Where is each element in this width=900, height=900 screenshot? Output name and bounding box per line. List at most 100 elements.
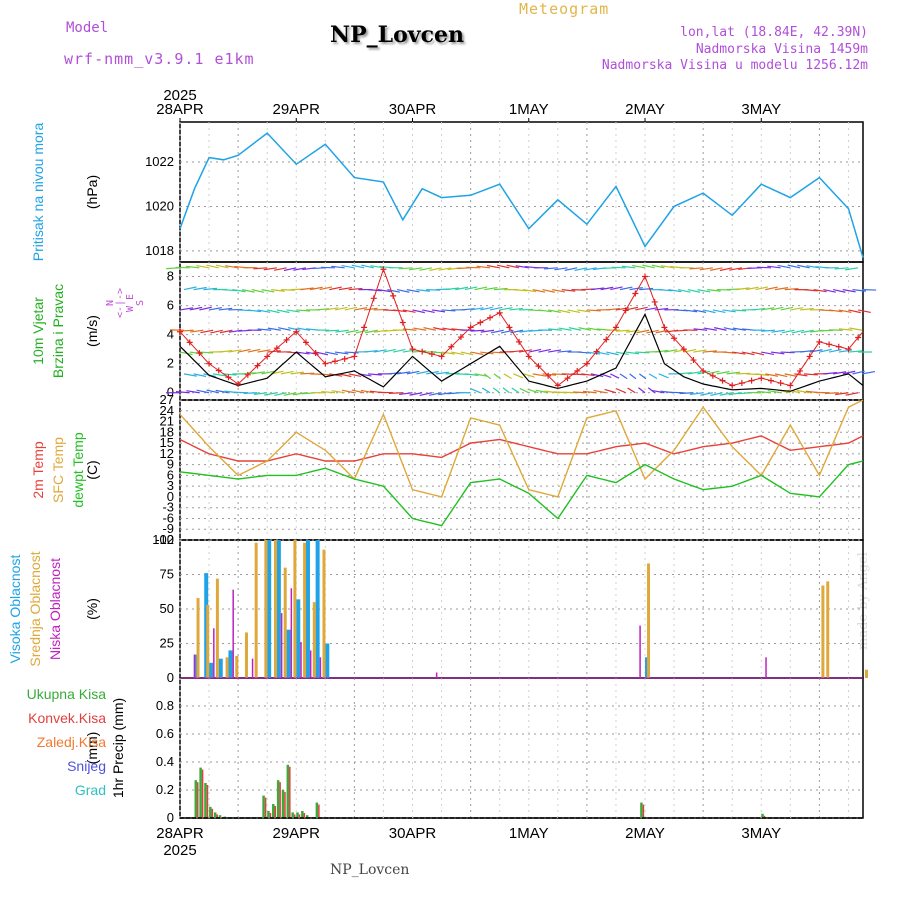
wind-gust-marker bbox=[651, 298, 658, 305]
wind-arrow bbox=[474, 373, 488, 377]
wind-arrow bbox=[283, 392, 297, 396]
wind-arrow bbox=[419, 392, 433, 397]
wind-arrow bbox=[325, 329, 340, 332]
wind-arrow bbox=[218, 350, 233, 353]
wind-gust-marker bbox=[196, 350, 203, 357]
wind-arrow bbox=[196, 264, 210, 269]
wind-arrow bbox=[183, 286, 197, 291]
wind-arrow bbox=[586, 309, 601, 312]
wind-speed-line bbox=[179, 312, 864, 392]
wind-arrow bbox=[422, 309, 435, 314]
wind-arrow bbox=[581, 373, 595, 377]
wind-arrow bbox=[528, 348, 542, 353]
wind-label-line1: 10m Vjetar bbox=[30, 297, 46, 365]
wind-gust-marker bbox=[835, 343, 842, 350]
wind-arrow bbox=[228, 349, 242, 353]
wind-arrow bbox=[433, 327, 446, 331]
wind-gust-marker bbox=[235, 381, 242, 388]
cloud-bar bbox=[305, 540, 310, 678]
wind-arrow bbox=[544, 267, 558, 270]
wind-gust-marker bbox=[603, 336, 610, 343]
y-tick-label: 25 bbox=[160, 636, 174, 651]
wind-arrow bbox=[325, 307, 339, 311]
wind-arrow bbox=[441, 351, 455, 355]
wind-arrow bbox=[278, 327, 291, 331]
precip-legend-label: Snijeg bbox=[67, 758, 106, 774]
y-tick-label: 1022 bbox=[145, 154, 174, 169]
wind-arrow bbox=[647, 387, 656, 394]
wind-arrow bbox=[522, 373, 535, 378]
wind-arrow bbox=[838, 309, 852, 313]
wind-arrow bbox=[208, 307, 222, 311]
wind-arrow bbox=[354, 307, 368, 311]
sfc-temp-line bbox=[179, 399, 864, 498]
precip-conv-bar bbox=[763, 815, 766, 818]
precip-conv-bar bbox=[201, 769, 204, 818]
wind-arrow bbox=[257, 328, 272, 331]
wind-arrow bbox=[334, 351, 349, 355]
y-tick-label: 12 bbox=[160, 446, 174, 461]
wind-arrow bbox=[297, 327, 311, 331]
wind-arrow bbox=[276, 309, 290, 314]
wind-arrow bbox=[726, 371, 741, 375]
wind-arrow bbox=[429, 267, 442, 272]
cloud-bar bbox=[209, 662, 214, 678]
y-tick-label: 4 bbox=[167, 327, 174, 342]
wind-gust-marker bbox=[351, 353, 358, 360]
wind-arrow bbox=[344, 351, 359, 354]
precip-conv-bar bbox=[284, 792, 286, 818]
date-label-top: 30APR bbox=[389, 101, 437, 118]
wind-arrow bbox=[179, 307, 194, 311]
precip-bar bbox=[199, 767, 202, 818]
cloud-bar bbox=[322, 549, 326, 678]
wind-arrow bbox=[331, 390, 345, 394]
wind-arrow bbox=[480, 329, 495, 333]
station-title: NP_Lovcen bbox=[330, 22, 464, 48]
y-tick-label: 24 bbox=[160, 403, 174, 418]
wind-arrow bbox=[784, 373, 798, 377]
cloud-bar bbox=[300, 642, 302, 678]
wind-arrow bbox=[383, 348, 396, 353]
footer-station: NP_Lovcen bbox=[330, 862, 410, 878]
wind-arrow bbox=[578, 327, 592, 331]
wind-arrow bbox=[703, 309, 716, 314]
wind-arrow bbox=[568, 327, 582, 331]
wind-arrow bbox=[251, 289, 265, 293]
wind-arrow bbox=[567, 309, 581, 314]
cloud-bar bbox=[312, 602, 316, 678]
wind-arrow bbox=[625, 306, 639, 311]
wind-gust-marker bbox=[719, 377, 726, 384]
wind-gust-marker bbox=[332, 358, 339, 365]
wind-arrow bbox=[654, 349, 669, 353]
wind-arrow bbox=[780, 306, 794, 311]
wind-arrow bbox=[351, 264, 365, 269]
precip-conv-bar bbox=[293, 814, 296, 818]
wind-arrow bbox=[300, 287, 314, 291]
precip-conv-bar bbox=[274, 806, 277, 818]
wind-arrow bbox=[387, 289, 401, 293]
wind-arrow bbox=[286, 309, 300, 313]
wind-arrow bbox=[615, 388, 626, 394]
wind-arrow bbox=[329, 286, 342, 291]
wind-arrow bbox=[593, 389, 607, 394]
wind-arrow bbox=[572, 391, 587, 394]
wind-arrow bbox=[251, 371, 266, 375]
wind-arrow bbox=[794, 373, 808, 377]
wind-arrow bbox=[423, 327, 437, 331]
wind-arrow bbox=[222, 289, 237, 292]
date-label-top: 29APR bbox=[272, 101, 320, 118]
wind-gust-marker bbox=[186, 339, 193, 346]
precip-bar bbox=[267, 811, 270, 818]
wind-arrow bbox=[331, 265, 345, 269]
wind-arrow bbox=[557, 309, 571, 314]
wind-arrow bbox=[364, 307, 378, 311]
wind-arrow bbox=[732, 309, 747, 312]
wind-arrow bbox=[368, 289, 382, 292]
compass-rose-line: N bbox=[105, 300, 116, 306]
wind-arrow bbox=[186, 390, 200, 394]
wind-arrow bbox=[548, 309, 561, 313]
y-tick-label: 2 bbox=[167, 356, 174, 371]
wind-arrow bbox=[527, 388, 539, 394]
wind-arrow bbox=[515, 265, 529, 269]
wind-arrow bbox=[577, 309, 591, 313]
